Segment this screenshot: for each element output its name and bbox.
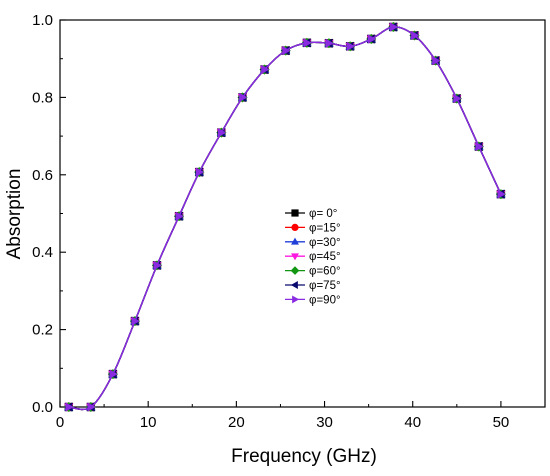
data-point [432, 56, 441, 66]
legend-label: φ=90° [309, 294, 341, 306]
series-line [68, 26, 502, 411]
series-4 [63, 21, 506, 413]
legend-marker [291, 223, 299, 231]
data-point [325, 38, 334, 48]
y-axis-label: Absorption [4, 169, 25, 260]
data-point [411, 30, 420, 41]
y-tick-label: 0.8 [32, 89, 53, 106]
legend-marker [290, 266, 300, 275]
series-5 [63, 22, 505, 412]
series-line [68, 26, 502, 411]
data-point [389, 22, 399, 32]
series-1 [64, 22, 506, 412]
series-line [68, 26, 502, 411]
legend-marker [291, 237, 299, 245]
y-tick-label: 0.2 [32, 322, 53, 339]
series-0 [64, 22, 506, 412]
data-point [303, 38, 312, 48]
data-point [282, 45, 291, 56]
data-point [261, 64, 270, 75]
y-tick-label: 0.4 [32, 244, 53, 261]
y-tick-label: 1.0 [32, 12, 53, 29]
series-line [68, 26, 502, 411]
legend-label: φ=45° [309, 251, 341, 263]
legend-label: φ=30° [309, 237, 341, 249]
data-point [453, 93, 462, 104]
x-axis-label: Frequency (GHz) [231, 446, 377, 467]
data-point [346, 41, 355, 51]
series-2 [64, 22, 506, 411]
series-line [68, 26, 502, 411]
series-3 [64, 23, 506, 412]
data-point [65, 402, 74, 412]
data-point [218, 127, 227, 138]
legend-marker [291, 253, 299, 261]
data-point [175, 211, 184, 221]
y-tick-label: 0.0 [32, 399, 53, 416]
data-point [131, 316, 140, 326]
data-point [497, 189, 506, 199]
series-6 [65, 22, 506, 412]
data-point [153, 260, 162, 270]
series-line [68, 26, 502, 411]
legend-label: φ=60° [309, 266, 341, 278]
data-point [87, 402, 96, 412]
x-tick-label: 40 [404, 414, 421, 431]
data-point [109, 369, 118, 379]
x-tick-label: 50 [493, 414, 510, 431]
x-tick-label: 20 [228, 414, 245, 431]
data-point [475, 141, 484, 152]
legend: φ= 0° φ=15° φ=30° φ=45° φ=60° φ=75° φ=90° [285, 208, 341, 306]
data-point [239, 92, 248, 103]
legend-label: φ= 0° [309, 208, 337, 220]
legend-label: φ=75° [309, 280, 341, 292]
data-point [195, 167, 205, 177]
data-point [367, 34, 377, 44]
x-tick-label: 0 [56, 414, 64, 431]
series-line [68, 26, 502, 411]
x-tick-label: 30 [316, 414, 333, 431]
legend-marker [291, 209, 299, 217]
legend-marker [290, 281, 298, 289]
y-tick-label: 0.6 [32, 167, 53, 184]
legend-label: φ=15° [309, 222, 341, 234]
legend-marker [292, 295, 300, 304]
x-tick-label: 10 [140, 414, 157, 431]
